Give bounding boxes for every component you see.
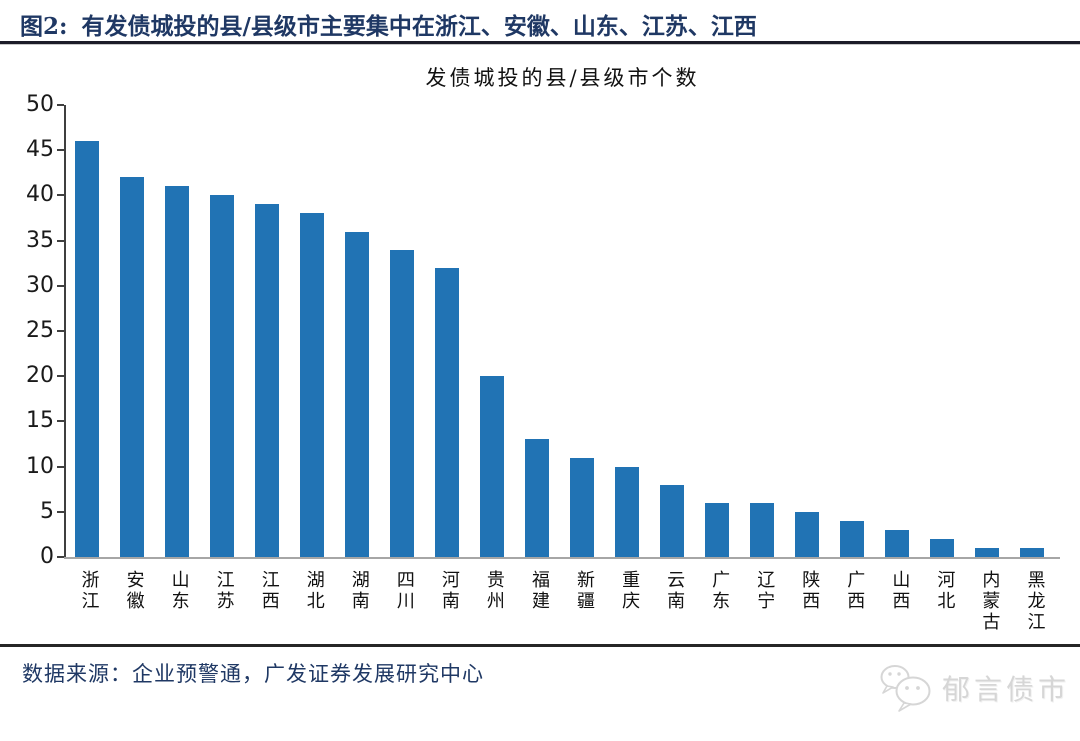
- bar-辽宁: [750, 502, 775, 557]
- x-label-福建: 福建: [528, 570, 550, 612]
- y-tick-mark: [57, 149, 64, 152]
- x-label-山西: 山西: [889, 570, 911, 612]
- bar-广东: [705, 502, 730, 557]
- x-label-湖南: 湖南: [348, 570, 370, 612]
- y-tick-mark: [57, 465, 64, 468]
- y-tick-label: 50: [26, 92, 54, 117]
- x-label-陕西: 陕西: [799, 570, 821, 612]
- x-label-重庆: 重庆: [619, 570, 641, 612]
- y-tick-mark: [57, 330, 64, 332]
- bar-四川: [389, 249, 414, 557]
- bar-广西: [840, 520, 865, 557]
- bar-云南: [660, 484, 685, 557]
- y-tick-mark: [57, 284, 64, 287]
- x-label-云南: 云南: [664, 570, 686, 612]
- y-tick-label: 45: [26, 137, 54, 163]
- y-tick-label: 30: [26, 272, 54, 298]
- bar-山东: [164, 186, 189, 557]
- bar-湖南: [344, 231, 369, 557]
- y-tick-label: 0: [40, 544, 54, 569]
- x-label-内蒙古: 内蒙古: [979, 570, 1001, 633]
- y-tick-label: 25: [26, 318, 54, 343]
- x-label-江西: 江西: [258, 570, 280, 612]
- bar-江西: [254, 204, 279, 557]
- x-label-贵州: 贵州: [483, 570, 505, 612]
- x-label-湖北: 湖北: [303, 570, 325, 612]
- bar-黑龙江: [1020, 547, 1045, 557]
- bar-陕西: [795, 511, 820, 557]
- x-label-河北: 河北: [934, 570, 956, 612]
- y-tick-label: 5: [40, 498, 54, 524]
- y-tick-mark: [57, 239, 64, 242]
- y-tick-mark: [57, 375, 64, 378]
- bar-山西: [885, 529, 910, 557]
- x-label-辽宁: 辽宁: [754, 570, 776, 612]
- x-axis-line: [64, 557, 1060, 559]
- y-tick-label: 35: [26, 227, 54, 253]
- y-tick-mark: [57, 510, 64, 513]
- x-label-浙江: 浙江: [78, 570, 100, 612]
- x-label-安徽: 安徽: [123, 570, 145, 612]
- bar-福建: [524, 439, 549, 557]
- figure-title: 图2: 有发债城投的县/县级市主要集中在浙江、安徽、山东、江苏、江西: [20, 7, 1070, 41]
- bar-湖北: [299, 213, 324, 557]
- y-tick-label: 20: [26, 363, 54, 389]
- y-tick-mark: [57, 194, 64, 197]
- bar-内蒙古: [975, 547, 1000, 557]
- bar-河北: [930, 538, 955, 557]
- x-label-江苏: 江苏: [213, 570, 235, 612]
- bar-江苏: [209, 195, 234, 557]
- x-label-新疆: 新疆: [574, 570, 596, 612]
- bar-新疆: [570, 457, 595, 557]
- bar-河南: [434, 267, 459, 557]
- y-tick-mark: [57, 104, 64, 106]
- watermark: 郁言债市: [878, 663, 1070, 713]
- bar-安徽: [119, 177, 144, 557]
- y-tick-label: 15: [26, 408, 54, 434]
- figure-title-text: 有发债城投的县/县级市主要集中在浙江、安徽、山东、江苏、江西: [81, 13, 757, 40]
- bar-浙江: [74, 141, 99, 557]
- x-label-广东: 广东: [709, 570, 731, 612]
- header-divider-line: [0, 41, 1080, 45]
- bar-重庆: [615, 466, 640, 557]
- x-label-山东: 山东: [168, 570, 190, 612]
- x-label-四川: 四川: [393, 570, 415, 612]
- y-tick-label: 10: [26, 453, 54, 479]
- x-label-河南: 河南: [438, 570, 460, 612]
- bar-贵州: [479, 376, 504, 557]
- y-tick-mark: [57, 420, 64, 423]
- x-label-广西: 广西: [844, 570, 866, 612]
- wechat-icon: [880, 665, 931, 712]
- watermark-text: 郁言债市: [942, 673, 1071, 706]
- source-note: 数据来源：企业预警通，广发证券发展研究中心: [22, 662, 484, 686]
- y-tick-mark: [57, 556, 64, 558]
- y-axis-line: [64, 105, 66, 558]
- y-tick-label: 40: [26, 182, 54, 208]
- chart-title: 发债城投的县/县级市个数: [425, 66, 700, 90]
- figure-number-label: 图2:: [20, 13, 68, 40]
- footer-divider-line: [0, 644, 1080, 647]
- x-label-黑龙江: 黑龙江: [1024, 570, 1046, 633]
